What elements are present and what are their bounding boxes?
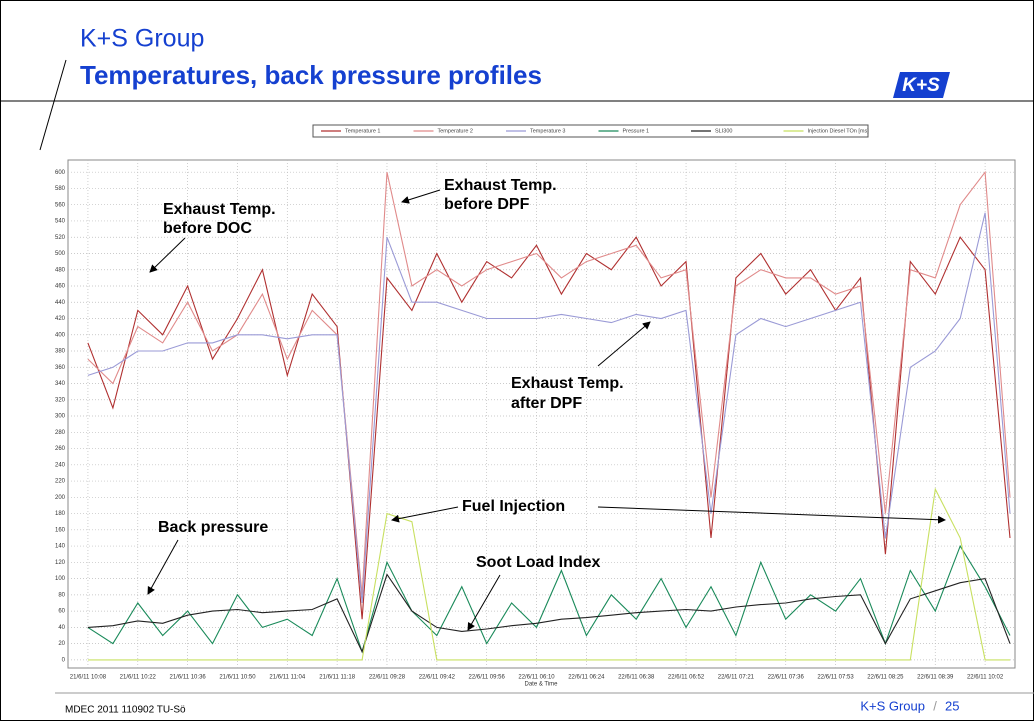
x-tick-label: 22/6/11 07:53 [817, 675, 854, 681]
y-tick-label: 560 [55, 202, 66, 208]
y-tick-label: 220 [55, 479, 66, 485]
logo: K+S [902, 75, 940, 96]
y-tick-label: 140 [55, 544, 66, 550]
y-tick-label: 40 [58, 625, 65, 631]
legend-items: Temperature 1 Temperature 2 Temperature 3 P… [321, 128, 869, 134]
x-tick-label: 21/6/11 11:04 [269, 675, 305, 681]
diagonal-rule [39, 59, 67, 151]
annotation: Exhaust Temp. before DOC [163, 201, 276, 237]
x-tick-label: 22/6/11 06:38 [618, 675, 655, 681]
y-tick-label: 120 [55, 560, 66, 566]
arrow [149, 237, 186, 273]
y-tick-label: 500 [55, 251, 66, 257]
y-tick-label: 60 [58, 609, 65, 615]
x-tick-label: 21/6/11 10:36 [169, 675, 206, 681]
y-tick-label: 280 [55, 430, 66, 436]
arrow [597, 321, 651, 367]
x-tick-label: 22/6/11 08:25 [867, 675, 904, 681]
series-line [87, 170, 1011, 595]
y-tick-label: 340 [55, 381, 66, 387]
x-tick-label: 22/6/11 09:42 [419, 675, 456, 681]
y-tick-label: 540 [55, 219, 66, 225]
y-tick-label: 240 [55, 462, 66, 468]
annotation-line: Exhaust Temp. [444, 177, 557, 194]
y-tick-label: 600 [55, 170, 66, 176]
legend-label: Pressure 1 [623, 128, 650, 134]
y-tick-label: 0 [62, 657, 66, 663]
footer-separator: / [933, 698, 937, 713]
series-line [87, 487, 1010, 661]
legend [312, 124, 869, 138]
annotation: Soot Load Index [476, 554, 601, 571]
x-tick-label: 21/6/11 10:50 [219, 675, 256, 681]
y-tick-label: 100 [55, 576, 66, 582]
arrow [391, 506, 459, 523]
x-tick-label: 21/6/11 10:22 [120, 675, 157, 681]
series-line [87, 573, 1011, 654]
legend-label: Injection Diesel TOn [ms] [808, 128, 870, 134]
y-tick-label: 80 [58, 592, 65, 598]
arrow [401, 189, 441, 204]
annotation: Exhaust Temp. after DPF [511, 375, 624, 412]
y-tick-label: 300 [55, 414, 66, 420]
y-tick-label: 460 [55, 284, 66, 290]
x-tick-label: 22/6/11 09:28 [369, 675, 406, 681]
y-tick-label: 420 [55, 316, 66, 322]
series-line [87, 544, 1011, 654]
y-tick-label: 160 [55, 527, 66, 533]
x-tick-label: 22/6/11 07:36 [768, 675, 805, 681]
legend-label: Temperature 2 [438, 128, 473, 134]
annotation-line: Exhaust Temp. [511, 375, 624, 392]
annotation-line: before DOC [163, 220, 252, 237]
y-tick-label: 360 [55, 365, 66, 371]
slide-title: Temperatures, back pressure profiles [80, 60, 542, 90]
annotation: Back pressure [158, 519, 268, 536]
y-tick-label: 200 [55, 495, 66, 501]
x-tick-label: 22/6/11 09:56 [469, 675, 506, 681]
series-line [87, 236, 1011, 620]
annotation-line: before DPF [444, 196, 530, 213]
x-axis-label: Date & Time [524, 682, 558, 688]
footer-company: K+S Group [860, 698, 925, 713]
y-tick-label: 320 [55, 397, 66, 403]
x-tick-label: 22/6/11 10:02 [967, 675, 1004, 681]
y-tick-label: 380 [55, 349, 66, 355]
annotation: Exhaust Temp. before DPF [444, 177, 557, 213]
company: K+S Group [80, 25, 204, 53]
annotation: Fuel Injection [462, 498, 565, 515]
arrow [467, 574, 501, 631]
footer-left: MDEC 2011 110902 TU-Sö [65, 705, 186, 716]
y-tick-label: 260 [55, 446, 66, 452]
x-tick-label: 22/6/11 08:39 [917, 675, 954, 681]
x-tick-label: 22/6/11 07:21 [718, 675, 755, 681]
x-tick-label: 21/6/11 11:18 [319, 675, 355, 681]
x-tick-label: 21/6/11 10:08 [70, 675, 107, 681]
x-tick-label: 22/6/11 06:52 [668, 675, 705, 681]
y-tick-label: 440 [55, 300, 66, 306]
arrow [597, 506, 946, 524]
x-tick-label: 22/6/11 06:10 [518, 675, 555, 681]
arrow [147, 539, 179, 595]
x-tick-label: 22/6/11 06:24 [568, 675, 605, 681]
plot: 0 20 40 60 80 100 120 140 160 180 200 220 240 260 280 3… [55, 160, 1015, 681]
y-tick-label: 520 [55, 235, 66, 241]
y-tick-label: 480 [55, 267, 66, 273]
y-tick-label: 20 [58, 641, 65, 647]
annotation-line: after DPF [511, 395, 582, 412]
y-tick-label: 580 [55, 186, 66, 192]
series-line [87, 212, 1011, 604]
annotation-line: Exhaust Temp. [163, 201, 276, 218]
y-tick-label: 400 [55, 332, 66, 338]
y-tick-label: 180 [55, 511, 66, 517]
legend-label: SLI300 [715, 128, 732, 134]
logo-box [893, 72, 950, 98]
legend-label: Temperature 3 [530, 128, 565, 134]
legend-label: Temperature 1 [345, 128, 380, 134]
page-number: 25 [945, 698, 959, 713]
